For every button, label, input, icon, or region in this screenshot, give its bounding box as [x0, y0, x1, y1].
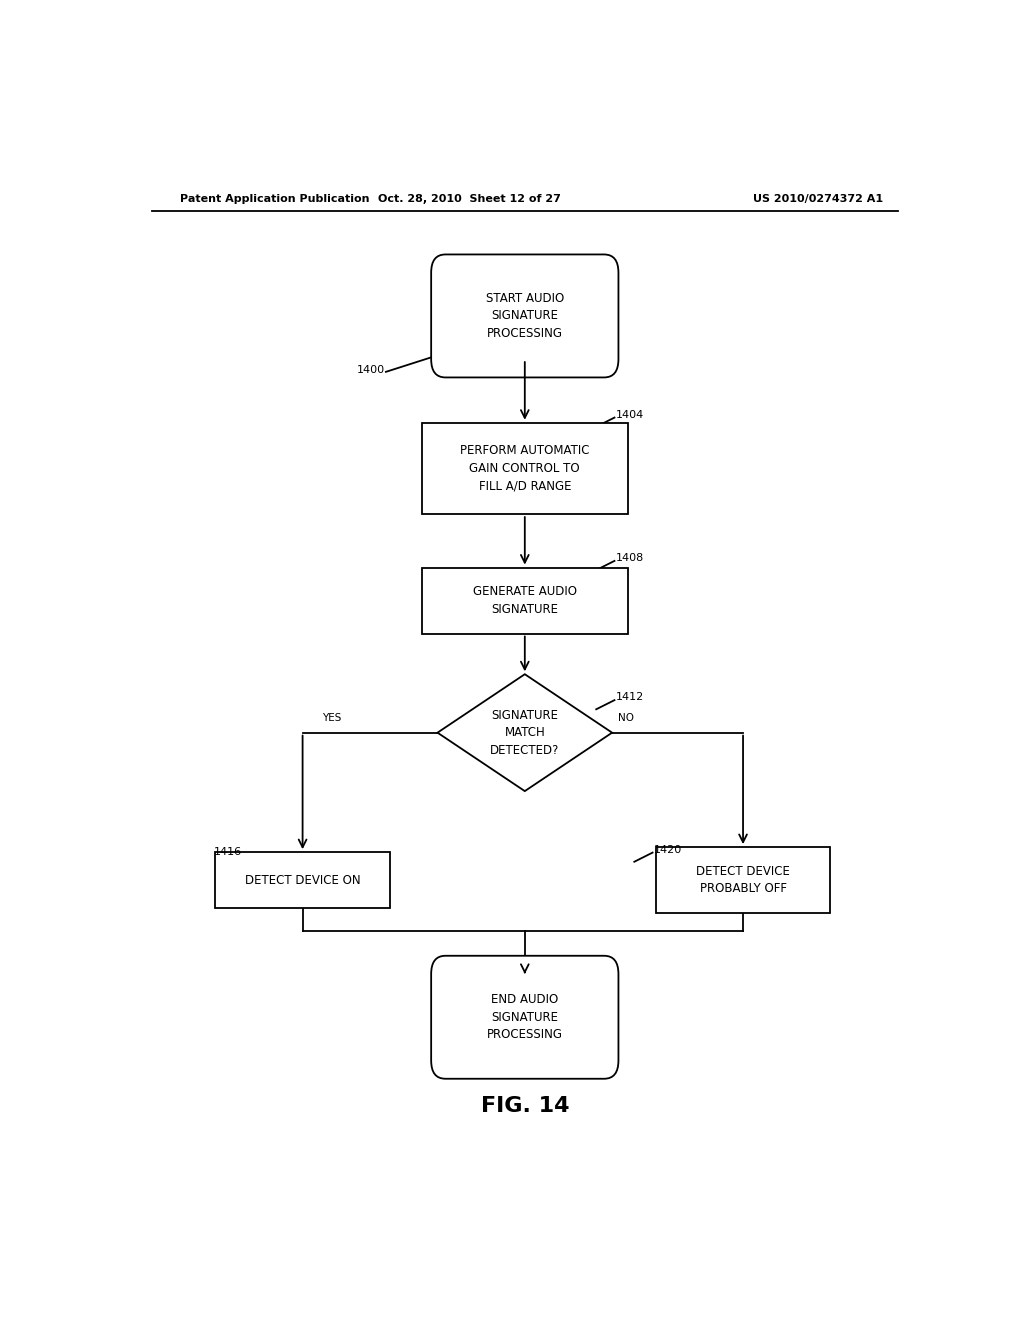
Text: FIG. 14: FIG. 14 [480, 1096, 569, 1115]
Polygon shape [437, 675, 612, 791]
Text: US 2010/0274372 A1: US 2010/0274372 A1 [754, 194, 884, 205]
Text: 1416: 1416 [214, 846, 242, 857]
Text: NO: NO [618, 713, 635, 722]
Text: 1400: 1400 [356, 364, 385, 375]
Text: 1404: 1404 [616, 409, 644, 420]
Text: START AUDIO
SIGNATURE
PROCESSING: START AUDIO SIGNATURE PROCESSING [485, 292, 564, 341]
Text: Patent Application Publication: Patent Application Publication [179, 194, 369, 205]
Text: 1412: 1412 [616, 692, 644, 702]
Bar [422, 568, 628, 634]
Text: 1420: 1420 [654, 845, 682, 854]
Text: DETECT DEVICE
PROBABLY OFF: DETECT DEVICE PROBABLY OFF [696, 865, 790, 895]
Text: END AUDIO
SIGNATURE
PROCESSING: END AUDIO SIGNATURE PROCESSING [486, 993, 563, 1041]
Text: 1408: 1408 [616, 553, 644, 562]
Text: GENERATE AUDIO
SIGNATURE: GENERATE AUDIO SIGNATURE [473, 585, 577, 616]
Text: Oct. 28, 2010  Sheet 12 of 27: Oct. 28, 2010 Sheet 12 of 27 [378, 194, 561, 205]
Bar [422, 422, 628, 515]
FancyBboxPatch shape [431, 956, 618, 1078]
FancyBboxPatch shape [431, 255, 618, 378]
Text: DETECT DEVICE ON: DETECT DEVICE ON [245, 874, 360, 887]
Bar [215, 853, 390, 908]
Text: YES: YES [323, 713, 342, 722]
Bar [655, 847, 830, 913]
Text: SIGNATURE
MATCH
DETECTED?: SIGNATURE MATCH DETECTED? [490, 709, 559, 756]
Text: PERFORM AUTOMATIC
GAIN CONTROL TO
FILL A/D RANGE: PERFORM AUTOMATIC GAIN CONTROL TO FILL A… [460, 445, 590, 492]
